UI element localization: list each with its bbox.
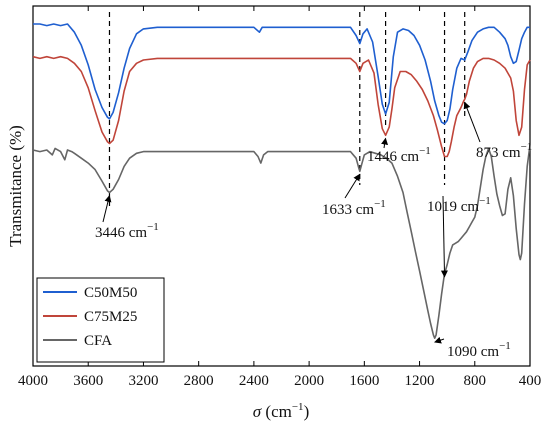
x-tick-label: 2800 bbox=[184, 373, 214, 389]
series-line-cfa bbox=[32, 144, 531, 339]
x-axis-label-sup: −1 bbox=[292, 401, 304, 413]
annotation-arrow-873 bbox=[463, 101, 481, 143]
y-axis-label: Transmitance (%) bbox=[6, 125, 25, 247]
series-line-c75m25 bbox=[32, 55, 531, 158]
annotation-label-1090: 1090 cm−1 bbox=[447, 340, 511, 360]
annotation-arrow-1446 bbox=[381, 137, 389, 149]
legend-label-c50m50: C50M50 bbox=[84, 285, 137, 301]
series-line-c50m50 bbox=[33, 23, 530, 125]
annotation-arrow-1019 bbox=[440, 195, 448, 278]
x-tick-label: 2400 bbox=[239, 373, 269, 389]
annotation-label-1633: 1633 cm−1 bbox=[322, 198, 386, 218]
x-tick-label: 400 bbox=[519, 373, 542, 389]
x-axis-ticks: 4000 3600 3200 2800 2400 2000 1600 1200 800 400 bbox=[18, 6, 541, 389]
annotation-label-1019: 1019 cm−1 bbox=[427, 195, 491, 215]
annotation-arrow-3446 bbox=[102, 194, 112, 223]
x-tick-label: 1200 bbox=[405, 373, 435, 389]
x-tick-label: 3600 bbox=[73, 373, 103, 389]
legend: C50M50 C75M25 CFA bbox=[36, 277, 165, 363]
x-axis-label-unit: (cm bbox=[261, 402, 292, 421]
annotation-label-873: 873 cm−1 bbox=[476, 141, 532, 161]
legend-label-cfa: CFA bbox=[84, 333, 112, 349]
x-tick-label: 3200 bbox=[128, 373, 158, 389]
annotation-arrow-1633 bbox=[344, 173, 361, 199]
x-axis-label: σ (cm−1) bbox=[253, 401, 309, 421]
x-tick-label: 1600 bbox=[349, 373, 379, 389]
annotation-label-3446: 3446 cm−1 bbox=[95, 221, 159, 241]
annotation-label-1446: 1446 cm−1 bbox=[367, 145, 431, 165]
annotation-arrow-1090 bbox=[434, 336, 445, 344]
x-axis-label-sigma: σ bbox=[253, 402, 262, 421]
x-tick-label: 2000 bbox=[294, 373, 324, 389]
x-tick-label: 4000 bbox=[18, 373, 48, 389]
peak-annotations: 3446 cm−1 1633 cm−1 1446 cm−1 1019 cm−1 873 … bbox=[95, 101, 532, 360]
reference-dashed-lines bbox=[108, 12, 466, 210]
legend-label-c75m25: C75M25 bbox=[84, 309, 137, 325]
x-tick-label: 800 bbox=[464, 373, 487, 389]
series-group bbox=[32, 23, 531, 339]
x-axis-label-close: ) bbox=[304, 402, 310, 421]
plot-frame bbox=[32, 5, 531, 367]
